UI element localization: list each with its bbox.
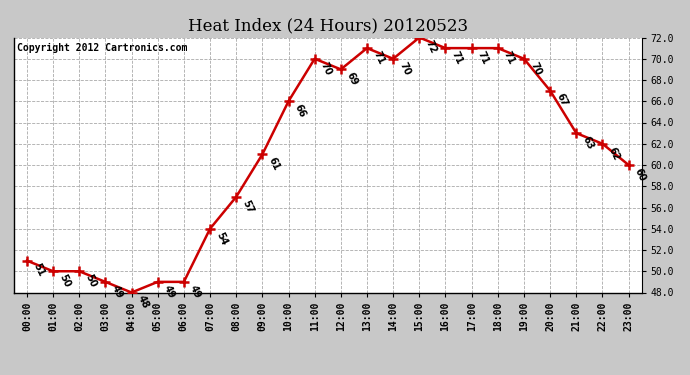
Text: 49: 49 [188,283,203,300]
Text: 69: 69 [345,71,359,87]
Text: 71: 71 [371,50,386,66]
Text: 51: 51 [31,262,46,279]
Text: 63: 63 [580,135,595,151]
Text: 66: 66 [293,103,308,119]
Title: Heat Index (24 Hours) 20120523: Heat Index (24 Hours) 20120523 [188,18,468,34]
Text: 72: 72 [424,39,438,56]
Text: 71: 71 [450,50,464,66]
Text: Copyright 2012 Cartronics.com: Copyright 2012 Cartronics.com [17,43,187,52]
Text: 70: 70 [319,60,333,76]
Text: 70: 70 [528,60,543,76]
Text: 71: 71 [476,50,491,66]
Text: 50: 50 [83,273,98,289]
Text: 71: 71 [502,50,517,66]
Text: 60: 60 [633,166,647,183]
Text: 57: 57 [240,198,255,215]
Text: 54: 54 [214,230,229,247]
Text: 61: 61 [266,156,282,172]
Text: 48: 48 [136,294,150,310]
Text: 70: 70 [397,60,412,76]
Text: 49: 49 [162,283,177,300]
Text: 49: 49 [110,283,124,300]
Text: 50: 50 [57,273,72,289]
Text: 62: 62 [607,145,622,162]
Text: 67: 67 [554,92,569,108]
